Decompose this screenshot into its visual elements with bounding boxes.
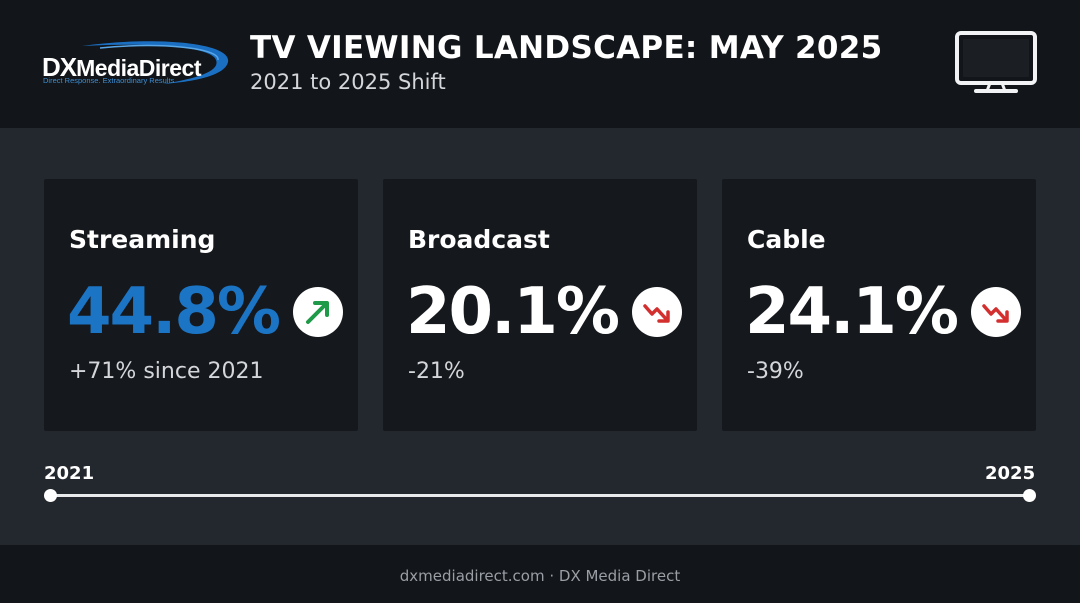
card-change: +71% since 2021	[69, 359, 264, 384]
trend-badge	[971, 287, 1021, 337]
logo-prefix: DX	[42, 52, 77, 82]
trend-badge	[293, 287, 343, 337]
timeline-end-dot	[1023, 489, 1036, 502]
card-value: 20.1%	[406, 275, 620, 349]
trend-up-icon	[306, 301, 329, 324]
page-title: TV VIEWING LANDSCAPE: MAY 2025	[250, 30, 883, 66]
card-broadcast: Broadcast 20.1% -21%	[383, 179, 697, 431]
trend-badge	[632, 287, 682, 337]
trend-down-icon	[982, 304, 1009, 323]
card-streaming: Streaming 44.8% +71% since 2021	[44, 179, 358, 431]
logo-swoosh-icon	[82, 41, 229, 84]
card-change: -21%	[408, 359, 465, 384]
tv-icon	[955, 31, 1037, 93]
card-cable: Cable 24.1% -39%	[722, 179, 1036, 431]
logo-wordmark: DXMediaDirect	[42, 52, 201, 83]
company-logo: DXMediaDirect Direct Response. Extraordi…	[42, 40, 232, 88]
trend-down-icon	[643, 304, 670, 323]
card-change: -39%	[747, 359, 804, 384]
footer-text: dxmediadirect.com · DX Media Direct	[399, 567, 681, 585]
logo-tagline: Direct Response. Extraordinary Results	[43, 76, 175, 85]
header: DXMediaDirect Direct Response. Extraordi…	[0, 0, 1080, 128]
card-label: Broadcast	[408, 225, 550, 254]
card-label: Streaming	[69, 225, 216, 254]
timeline-start-dot	[44, 489, 57, 502]
timeline-end-label: 2025	[985, 463, 1036, 484]
timeline-start-label: 2021	[44, 463, 95, 484]
page-subtitle: 2021 to 2025 Shift	[250, 70, 446, 94]
timeline-line	[50, 494, 1030, 497]
card-label: Cable	[747, 225, 826, 254]
footer: dxmediadirect.com · DX Media Direct	[0, 545, 1080, 603]
card-value: 24.1%	[745, 275, 959, 349]
logo-brand-rest: MediaDirect	[76, 55, 201, 81]
card-value: 44.8%	[67, 275, 281, 349]
